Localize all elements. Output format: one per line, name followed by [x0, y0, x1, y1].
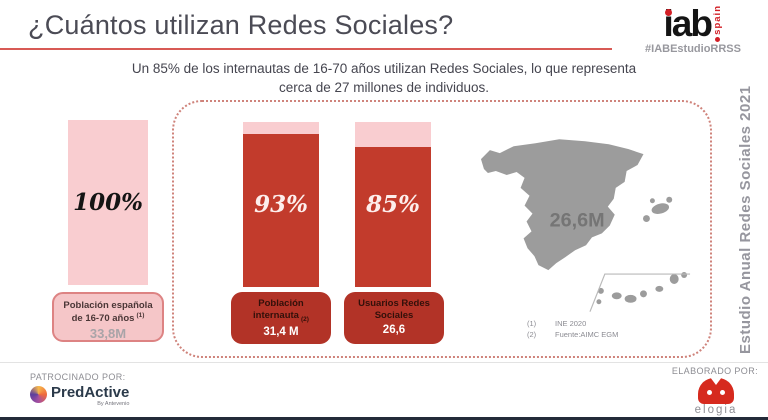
spain-map: 26,6M — [478, 126, 696, 322]
predactive-logo: PredActive By Antevenio — [30, 385, 129, 407]
title-underline — [0, 48, 612, 50]
iab-wordmark: iab — [663, 3, 713, 44]
bar-value-label: 93% — [254, 191, 308, 218]
elogia-eye-icon — [720, 390, 725, 395]
footer-divider — [0, 362, 768, 363]
iab-red-dot-icon — [664, 9, 672, 16]
bar-category-label: Sociales — [374, 309, 414, 321]
label-box-poblacion-internauta: Población internauta (2) 31,4 M — [231, 292, 331, 344]
bar-category-label: de 16-70 años (1) — [71, 311, 145, 325]
canary-inset-border — [589, 273, 691, 312]
footnote-ref: (2) — [300, 315, 309, 323]
label-box-usuarios-redes: Usuarios Redes Sociales 26,6 — [344, 292, 444, 344]
spain-map-icon: 26,6M — [480, 139, 691, 312]
iab-spain-text: spain — [711, 5, 723, 35]
bar-poblacion-internauta: 93% — [243, 122, 319, 287]
footnote-ref: (1) — [136, 311, 145, 319]
elogia-icon — [698, 377, 734, 404]
bar-category-label: Usuarios Redes — [358, 298, 430, 309]
label-box-poblacion-espanola: Población española de 16-70 años (1) 33,8… — [52, 292, 164, 342]
elogia-logo: elogia — [688, 377, 744, 416]
elogia-notch-icon — [710, 377, 722, 385]
predactive-subtext: By Antevenio — [97, 401, 130, 407]
bar-category-label: Población — [258, 298, 304, 309]
sponsored-by-label: PATROCINADO POR: — [30, 372, 126, 382]
bar-category-label: internauta (2) — [253, 309, 309, 323]
subtitle: Un 85% de los internautas de 16-70 años … — [131, 61, 637, 95]
study-hashtag: #IABEstudioRRSS — [645, 43, 741, 55]
bar-fill — [243, 133, 319, 287]
elogia-name: elogia — [694, 404, 738, 416]
bar-category-label: Población española — [63, 300, 153, 311]
study-edition-caption: Estudio Anual Redes Sociales 2021 — [737, 85, 754, 355]
iab-spain-logo: iab spain #IABEstudioRRSS — [634, 2, 752, 55]
bar-absolute-value: 26,6 — [382, 323, 406, 336]
bar-value-label: 100% — [73, 189, 143, 216]
bar-absolute-value: 33,8M — [89, 325, 127, 341]
bar-value-label: 85% — [366, 191, 420, 218]
iab-period-dot-icon — [715, 37, 721, 42]
made-by-label: ELABORADO POR: — [671, 366, 758, 376]
footnotes: (1) INE 2020 (2) Fuente:AIMC EGM — [527, 319, 619, 339]
predactive-icon — [30, 386, 47, 403]
bar-usuarios-redes-sociales: 85% — [355, 122, 431, 287]
bottom-accent-bar — [0, 417, 768, 420]
elogia-eye-icon — [707, 390, 712, 395]
bar-poblacion-espanola: 100% — [68, 120, 148, 285]
predactive-name: PredActive — [51, 384, 130, 401]
bar-absolute-value: 31,4 M — [263, 325, 299, 338]
dotted-highlight-frame — [172, 100, 712, 358]
map-value-label: 26,6M — [550, 209, 605, 231]
bar-fill — [355, 146, 431, 287]
page-title: ¿Cuántos utilizan Redes Sociales? — [28, 10, 454, 40]
